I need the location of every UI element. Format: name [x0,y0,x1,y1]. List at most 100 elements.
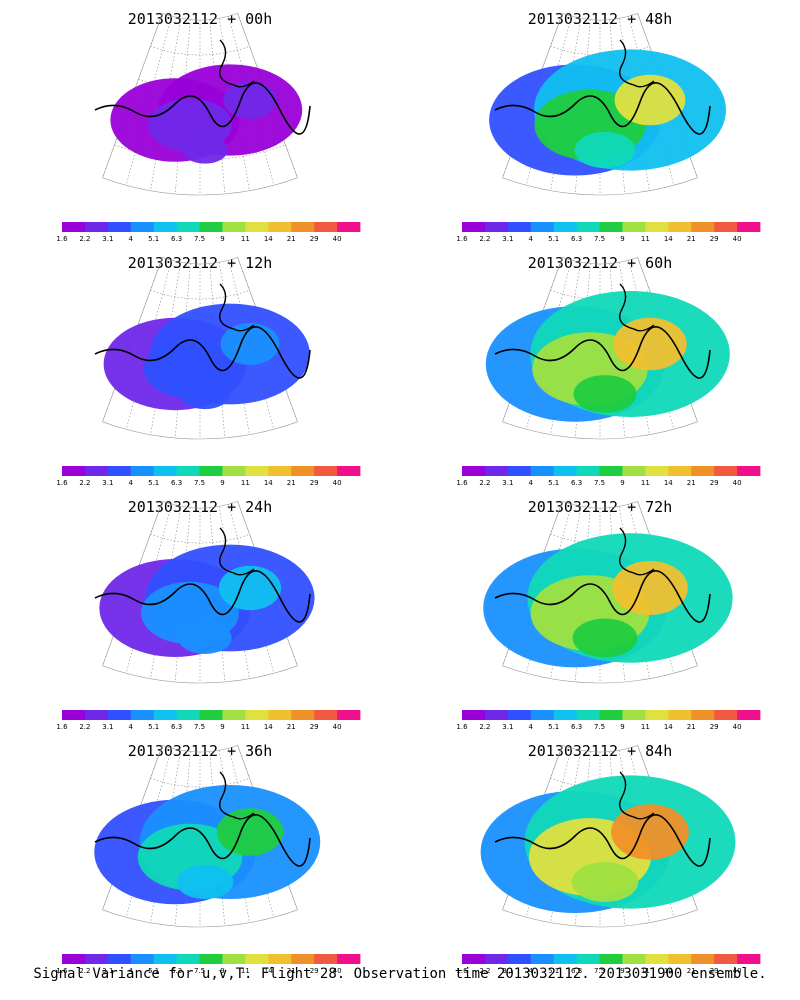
colorbar-label: 4 [529,967,534,975]
map-panel: 2013032112 + 24h 1.6 2.2 3.1 4 5.1 6.3 7.5 9 11 14… [56,498,361,731]
colorbar-swatch [245,710,269,720]
colorbar-swatch [130,710,155,720]
colorbar-label: 9 [220,967,224,975]
colorbar-label: 6.3 [171,479,182,487]
colorbar-label: 2.2 [479,479,490,487]
panel-title: 2013032112 + 72h [528,498,673,516]
panel-title: 2013032112 + 00h [128,10,273,28]
colorbar-label: 21 [287,235,296,243]
coastline [219,283,255,332]
variance-contour [612,561,688,615]
colorbar-label: 29 [710,723,719,731]
colorbar-label: 4 [129,479,134,487]
colorbar-label: 5.1 [548,967,559,975]
colorbar-swatch [314,954,338,964]
variance-contour [178,621,232,655]
colorbar-swatch [737,466,761,476]
colorbar-label: 7.5 [194,235,205,243]
colorbar-label: 3.1 [102,235,113,243]
panel-title: 2013032112 + 36h [128,742,273,760]
colorbar-swatch [576,466,600,476]
colorbar-swatch [507,954,532,964]
figure-caption: Signal Variance for u,v,T. Flight 28. Ob… [33,966,767,982]
colorbar-label: 14 [664,967,673,975]
panel-title: 2013032112 + 24h [128,498,273,516]
coastline [619,527,655,576]
colorbar-label: 11 [241,479,250,487]
colorbar-swatch [530,466,555,476]
colorbar-label: 6.3 [171,235,182,243]
variance-contour [574,131,636,169]
colorbar-swatch [530,222,555,232]
colorbar-swatch [714,710,738,720]
colorbar-swatch [737,222,761,232]
colorbar: 1.6 2.2 3.1 4 5.1 6.3 7.5 9 11 14 21 29 40 [456,710,761,731]
coastline [619,39,655,88]
colorbar-swatch [553,222,578,232]
colorbar-swatch [714,466,738,476]
colorbar-label: 6.3 [571,723,582,731]
colorbar-label: 14 [264,235,273,243]
colorbar-swatch [599,222,623,232]
colorbar-label: 1.6 [456,967,468,975]
colorbar-swatch [337,222,361,232]
map-panel: 2013032112 + 72h 1.6 2.2 3.1 4 5.1 6.3 7.5 9 11 14… [456,498,761,731]
colorbar-swatch [530,710,555,720]
map-panel: 2013032112 + 12h 1.6 2.2 3.1 4 5.1 6.3 7.5 9 11 14… [56,254,361,487]
colorbar-swatch [622,710,646,720]
colorbar-label: 40 [333,479,342,487]
colorbar-label: 4 [129,967,134,975]
colorbar-swatch [84,222,109,232]
colorbar-label: 11 [241,235,250,243]
colorbar-swatch [176,710,200,720]
panel-title: 2013032112 + 12h [128,254,273,272]
colorbar-label: 29 [710,235,719,243]
colorbar-swatch [737,710,761,720]
variance-field [483,533,733,668]
colorbar-swatch [553,710,578,720]
colorbar-swatch [314,222,338,232]
colorbar-swatch [668,466,692,476]
colorbar-label: 7.5 [194,479,205,487]
colorbar-label: 40 [733,235,742,243]
colorbar-swatch [507,710,532,720]
colorbar-swatch [199,466,223,476]
colorbar-label: 5.1 [148,967,159,975]
colorbar-swatch [291,954,315,964]
colorbar-swatch [576,710,600,720]
variance-contour [573,375,637,413]
colorbar-label: 29 [310,235,319,243]
colorbar: 1.6 2.2 3.1 4 5.1 6.3 7.5 9 11 14 21 29 40 [456,954,761,975]
colorbar-swatch [645,710,669,720]
colorbar-label: 5.1 [548,723,559,731]
coastline [219,39,255,88]
coastline [494,570,711,623]
colorbar-swatch [291,466,315,476]
colorbar-label: 11 [241,723,250,731]
colorbar-swatch [462,466,486,476]
colorbar-swatch [645,954,669,964]
colorbar-label: 3.1 [102,967,113,975]
colorbar-label: 3.1 [102,723,113,731]
colorbar-swatch [153,466,178,476]
colorbar-swatch [153,710,178,720]
panel-title: 2013032112 + 48h [528,10,673,28]
colorbar-label: 7.5 [594,479,605,487]
colorbar-label: 11 [241,967,250,975]
variance-contour [223,81,277,119]
colorbar-label: 14 [264,967,273,975]
colorbar-label: 7.5 [594,235,605,243]
variance-contour [176,864,234,900]
panel-title: 2013032112 + 60h [528,254,673,272]
colorbar-label: 29 [310,967,319,975]
colorbar-swatch [268,954,292,964]
colorbar-label: 21 [687,967,696,975]
colorbar-swatch [130,954,155,964]
colorbar-label: 29 [710,967,719,975]
colorbar-label: 4 [529,235,534,243]
colorbar-swatch [337,954,361,964]
colorbar: 1.6 2.2 3.1 4 5.1 6.3 7.5 9 11 14 21 29 40 [56,222,361,243]
colorbar-label: 14 [264,479,273,487]
colorbar-label: 11 [641,967,650,975]
colorbar-label: 3.1 [502,479,513,487]
